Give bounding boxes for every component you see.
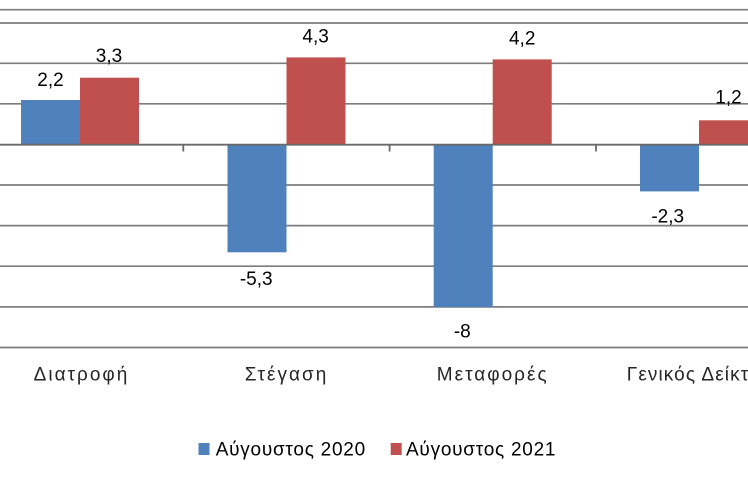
svg-text:1,2: 1,2: [715, 87, 741, 108]
svg-text:3,3: 3,3: [96, 46, 122, 67]
svg-text:Αύγουστος 2021: Αύγουστος 2021: [406, 439, 556, 460]
svg-text:4,3: 4,3: [302, 27, 328, 48]
svg-text:Στέγαση: Στέγαση: [245, 365, 329, 386]
svg-text:-8: -8: [454, 321, 471, 342]
svg-text:2,2: 2,2: [37, 70, 63, 91]
svg-text:-2,3: -2,3: [651, 207, 684, 228]
svg-text:Μεταφορές: Μεταφορές: [437, 365, 549, 386]
svg-text:Διατροφή: Διατροφή: [34, 365, 130, 386]
svg-text:-5,3: -5,3: [240, 269, 273, 290]
svg-text:Γενικός Δείκτης: Γενικός Δείκτης: [627, 365, 748, 386]
svg-text:4,2: 4,2: [509, 28, 535, 49]
svg-text:Αύγουστος 2020: Αύγουστος 2020: [216, 439, 366, 460]
